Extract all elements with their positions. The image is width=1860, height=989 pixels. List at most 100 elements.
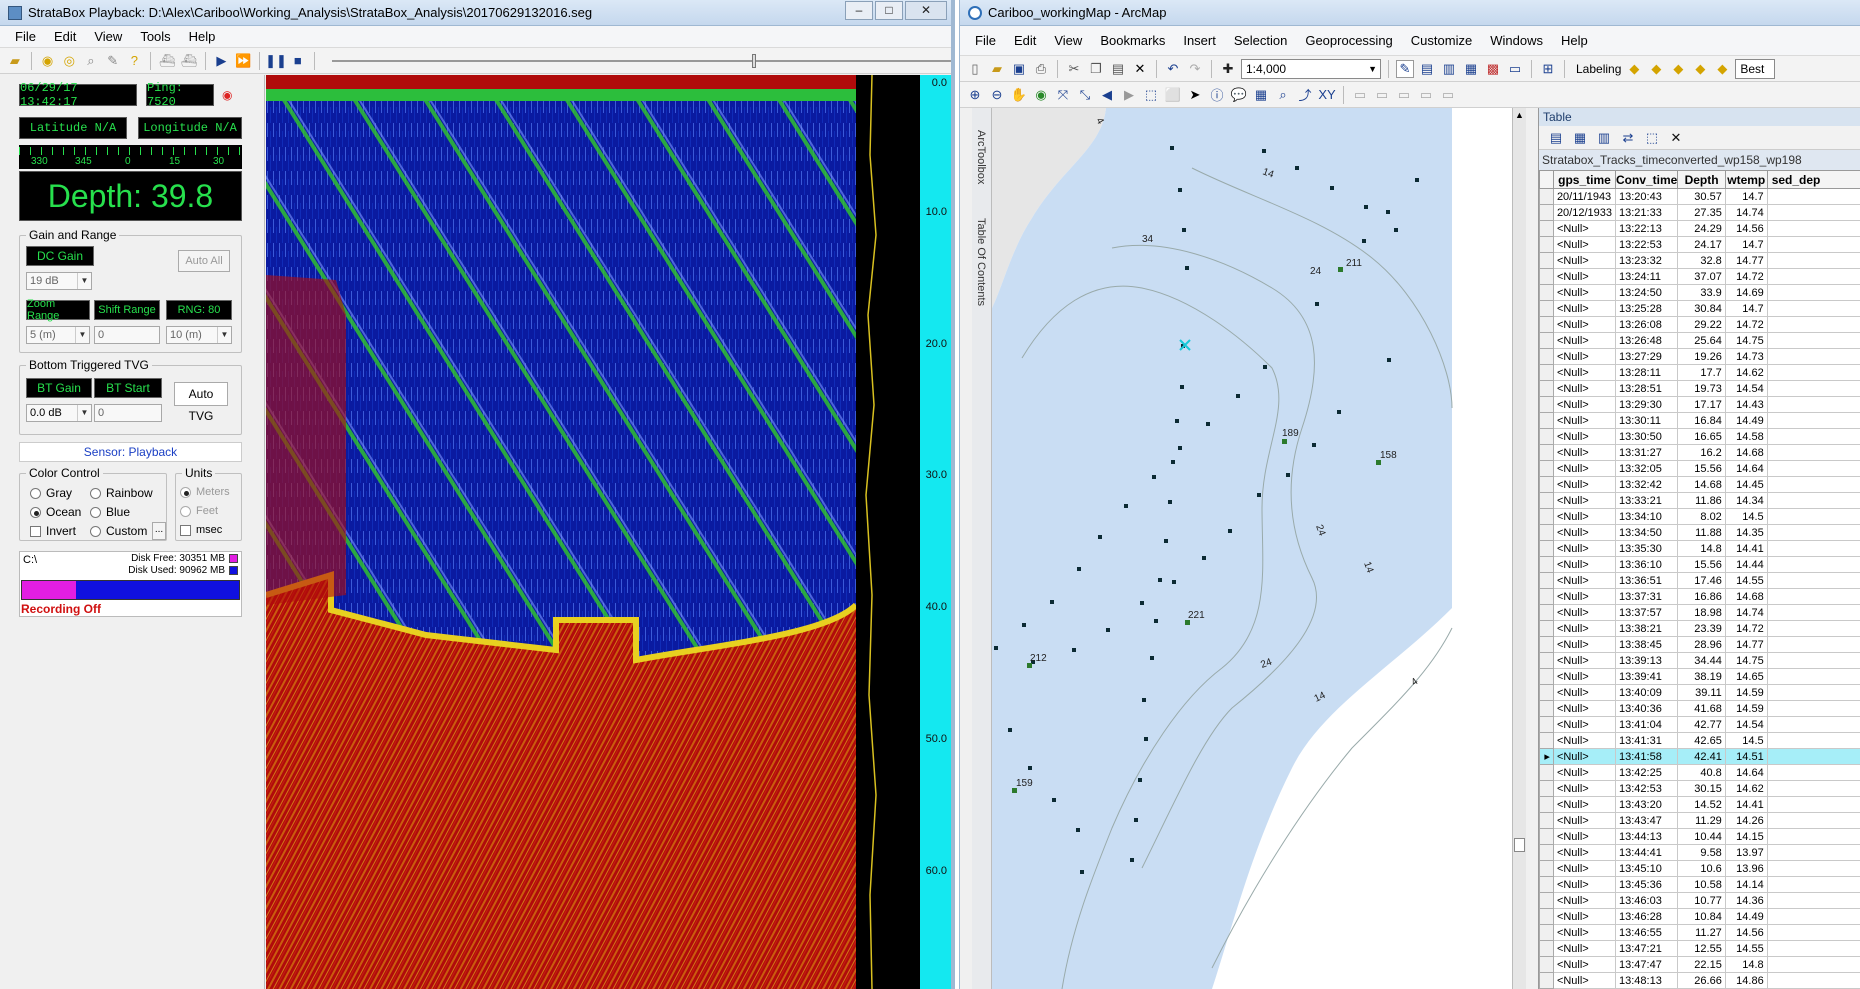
table-cell[interactable]: <Null>: [1552, 636, 1617, 653]
pan-icon[interactable]: ✋: [1010, 86, 1028, 102]
table-cell[interactable]: [1766, 332, 1860, 349]
menu-edit[interactable]: Edit: [53, 29, 77, 44]
table-cell[interactable]: [1766, 700, 1860, 717]
switch-selection-icon[interactable]: ⇄: [1622, 129, 1634, 145]
table-row[interactable]: <Null> 13:28:51 19.73 14.54: [1539, 380, 1860, 397]
table-cell[interactable]: <Null>: [1552, 492, 1617, 509]
table-row[interactable]: <Null> 13:23:32 32.8 14.77: [1539, 252, 1860, 269]
draw-tools-alt2-icon[interactable]: ▭: [1397, 86, 1411, 102]
row-selector[interactable]: [1539, 716, 1554, 733]
table-cell[interactable]: 16.86: [1677, 588, 1726, 605]
table-cell[interactable]: 30.15: [1677, 780, 1726, 797]
row-selector[interactable]: [1539, 332, 1554, 349]
ship-alt-icon[interactable]: ⛴: [180, 52, 197, 68]
search-window-icon[interactable]: ▦: [1464, 60, 1478, 76]
table-cell[interactable]: [1766, 396, 1860, 413]
table-cell[interactable]: 13:26:08: [1614, 316, 1679, 333]
table-cell[interactable]: 42.65: [1677, 732, 1726, 749]
table-cell[interactable]: 13:48:13: [1614, 972, 1679, 989]
table-row[interactable]: <Null> 13:43:20 14.52 14.41: [1539, 796, 1860, 813]
table-cell[interactable]: 13:40:09: [1614, 684, 1679, 701]
table-cell[interactable]: 13:40:36: [1614, 700, 1679, 717]
table-cell[interactable]: <Null>: [1552, 668, 1617, 685]
back-extent-icon[interactable]: ◀: [1102, 86, 1112, 102]
table-cell[interactable]: [1766, 956, 1860, 973]
table-cell[interactable]: <Null>: [1552, 348, 1617, 365]
find-route-icon[interactable]: ⤴: [1298, 88, 1312, 103]
add-data-icon[interactable]: ✚: [1222, 60, 1234, 76]
row-selector[interactable]: [1539, 204, 1554, 221]
draw-tools-alt3-icon[interactable]: ▭: [1419, 86, 1433, 102]
table-cell[interactable]: 13:46:03: [1614, 892, 1679, 909]
table-row[interactable]: <Null> 13:40:36 41.68 14.59: [1539, 700, 1860, 717]
table-cell[interactable]: 13:47:21: [1614, 940, 1679, 957]
find-icon[interactable]: ⌕: [1279, 86, 1287, 102]
table-row[interactable]: <Null> 13:22:53 24.17 14.7: [1539, 236, 1860, 253]
save-icon[interactable]: ▣: [1012, 60, 1026, 76]
table-cell[interactable]: [1766, 604, 1860, 621]
table-cell[interactable]: 13:38:45: [1614, 636, 1679, 653]
column-header[interactable]: Depth: [1677, 170, 1726, 189]
table-cell[interactable]: 14.72: [1724, 316, 1768, 333]
row-selector[interactable]: [1539, 284, 1554, 301]
select-elements-icon[interactable]: ➤: [1189, 86, 1201, 102]
row-selector[interactable]: [1539, 300, 1554, 317]
table-cell[interactable]: 10.44: [1677, 828, 1726, 845]
table-cell[interactable]: 8.02: [1677, 508, 1726, 525]
table-cell[interactable]: <Null>: [1552, 460, 1617, 477]
row-selector[interactable]: [1539, 828, 1554, 845]
table-cell[interactable]: 13:20:43: [1614, 188, 1679, 205]
tab-table-of-contents[interactable]: Table Of Contents: [975, 218, 987, 307]
table-cell[interactable]: 13:43:47: [1614, 812, 1679, 829]
table-cell[interactable]: [1766, 460, 1860, 477]
table-cell[interactable]: 13:29:30: [1614, 396, 1679, 413]
table-row[interactable]: <Null> 13:47:21 12.55 14.55: [1539, 940, 1860, 957]
row-selector[interactable]: [1539, 428, 1554, 445]
row-selector[interactable]: [1539, 380, 1554, 397]
table-row[interactable]: <Null> 13:48:13 26.66 14.86: [1539, 972, 1860, 989]
draw-tools-icon[interactable]: ▭: [1353, 86, 1367, 102]
row-selector[interactable]: [1539, 556, 1554, 573]
label-weight-icon[interactable]: ◆: [1673, 60, 1684, 76]
maximize-icon[interactable]: □: [875, 1, 903, 20]
table-cell[interactable]: <Null>: [1552, 652, 1617, 669]
table-cell[interactable]: 10.6: [1677, 860, 1726, 877]
menu-edit[interactable]: Edit: [1013, 33, 1037, 48]
row-selector[interactable]: [1539, 268, 1554, 285]
table-cell[interactable]: [1766, 380, 1860, 397]
table-cell[interactable]: [1766, 668, 1860, 685]
table-cell[interactable]: <Null>: [1552, 828, 1617, 845]
row-selector[interactable]: [1539, 572, 1554, 589]
arctoolbox-icon[interactable]: ▩: [1486, 60, 1500, 76]
table-row[interactable]: <Null> 13:38:45 28.96 14.77: [1539, 636, 1860, 653]
table-cell[interactable]: 14.5: [1724, 508, 1768, 525]
table-cell[interactable]: 13:23:32: [1614, 252, 1679, 269]
row-selector[interactable]: [1539, 924, 1554, 941]
table-cell[interactable]: 13:33:21: [1614, 492, 1679, 509]
fixed-zoom-in-icon[interactable]: ⤧: [1057, 86, 1069, 102]
table-cell[interactable]: 13:30:11: [1614, 412, 1679, 429]
table-cell[interactable]: [1766, 508, 1860, 525]
row-selector[interactable]: [1539, 892, 1554, 909]
checkbox-msec[interactable]: msec: [180, 524, 222, 536]
table-cell[interactable]: 14.77: [1724, 636, 1768, 653]
table-cell[interactable]: <Null>: [1552, 796, 1617, 813]
table-cell[interactable]: 14.58: [1724, 428, 1768, 445]
row-selector[interactable]: [1539, 972, 1554, 989]
minimize-icon[interactable]: –: [845, 1, 873, 20]
table-cell[interactable]: 17.7: [1677, 364, 1726, 381]
table-cell[interactable]: [1766, 892, 1860, 909]
table-row[interactable]: <Null> 13:46:55 11.27 14.56: [1539, 924, 1860, 941]
table-cell[interactable]: 14.49: [1724, 412, 1768, 429]
table-cell[interactable]: [1766, 524, 1860, 541]
row-selector[interactable]: [1539, 252, 1554, 269]
row-selector[interactable]: [1539, 940, 1554, 957]
table-cell[interactable]: [1766, 652, 1860, 669]
redo-icon[interactable]: ↷: [1189, 60, 1201, 76]
zoom-range-combo[interactable]: 5 (m) ▼: [26, 326, 90, 344]
table-cell[interactable]: 27.35: [1677, 204, 1726, 221]
table-row[interactable]: <Null> 13:36:10 15.56 14.44: [1539, 556, 1860, 573]
radio-gray[interactable]: Gray: [30, 486, 72, 500]
row-selector[interactable]: [1539, 412, 1554, 429]
table-cell[interactable]: 28.96: [1677, 636, 1726, 653]
